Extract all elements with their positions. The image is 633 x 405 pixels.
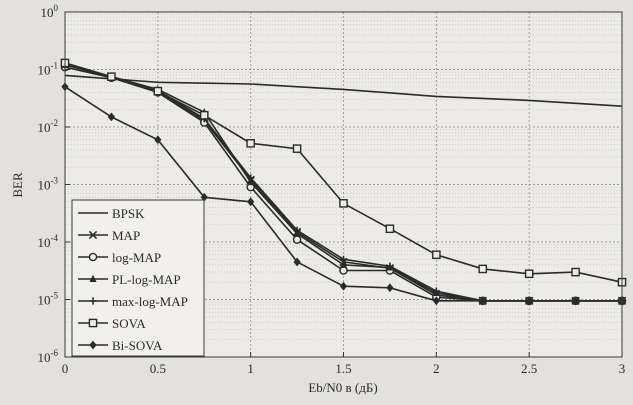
- data-point: [339, 266, 348, 275]
- data-point: [339, 281, 348, 291]
- legend-entry: max-log-MAP: [78, 294, 188, 309]
- legend-entry: log-MAP: [78, 250, 161, 265]
- data-point: [386, 262, 394, 270]
- data-point: [200, 192, 208, 202]
- data-point: [386, 283, 394, 293]
- data-point: [292, 144, 302, 153]
- legend-swatch-marker: [88, 318, 98, 328]
- data-point: [571, 296, 580, 306]
- data-point: [292, 235, 302, 244]
- x-tick-label: 0.5: [150, 361, 166, 376]
- series-bi-sova: [61, 82, 626, 306]
- legend-label: PL-log-MAP: [112, 272, 181, 287]
- data-point: [293, 257, 301, 267]
- data-point: [247, 197, 255, 207]
- data-point: [571, 267, 580, 277]
- data-point: [432, 250, 441, 260]
- data-point: [293, 226, 301, 234]
- y-tick-label: 100: [41, 3, 59, 20]
- legend-entry: SOVA: [78, 316, 146, 331]
- y-tick-label: 10-5: [38, 291, 59, 308]
- legend-entry: MAP: [78, 228, 140, 243]
- data-point: [107, 112, 116, 122]
- series-line: [64, 74, 623, 107]
- legend-entry: BPSK: [78, 206, 145, 221]
- legend-swatch-marker: [89, 274, 97, 282]
- x-tick-label: 2.5: [521, 361, 537, 376]
- legend-swatch-marker: [88, 230, 98, 240]
- y-tick-label: 10-2: [38, 118, 59, 135]
- y-tick-label: 10-1: [38, 61, 59, 78]
- y-tick-label: 10-4: [38, 233, 59, 250]
- series-bpsk: [64, 74, 623, 107]
- data-point: [246, 139, 255, 148]
- legend-swatch-marker: [88, 252, 98, 262]
- data-point: [339, 199, 348, 208]
- data-point: [432, 296, 440, 306]
- legend-label: BPSK: [112, 206, 145, 221]
- data-point: [478, 264, 488, 274]
- data-point: [385, 224, 395, 234]
- data-point: [107, 72, 116, 81]
- data-point: [199, 110, 209, 120]
- data-point: [524, 269, 534, 279]
- data-point: [432, 287, 440, 295]
- x-tick-label: 1.5: [335, 361, 351, 376]
- legend-swatch-marker: [89, 297, 97, 305]
- x-axis-ticks: 0 0.5 1 1.5 2 2.5 3: [62, 352, 626, 376]
- data-point: [339, 260, 348, 268]
- legend-entry: Bi-SOVA: [78, 338, 163, 353]
- legend-entry: PL-log-MAP: [78, 272, 181, 287]
- x-tick-label: 3: [619, 361, 626, 376]
- x-tick-label: 2: [433, 361, 440, 376]
- legend-label: max-log-MAP: [112, 294, 188, 309]
- data-point: [479, 296, 487, 306]
- data-point: [525, 296, 533, 306]
- legend-label: Bi-SOVA: [112, 338, 163, 353]
- legend-swatch-marker: [89, 340, 97, 350]
- y-tick-label: 10-3: [38, 176, 59, 193]
- data-point: [153, 86, 163, 96]
- data-point: [154, 135, 162, 145]
- x-tick-label: 0: [62, 361, 69, 376]
- y-axis-label: BER: [10, 172, 25, 198]
- data-point: [247, 174, 255, 182]
- x-axis-label: Eb/N0 в (дБ): [308, 380, 377, 395]
- legend-label: SOVA: [112, 316, 146, 331]
- legend-label: MAP: [112, 228, 140, 243]
- legend-label: log-MAP: [112, 250, 161, 265]
- data-point: [339, 255, 348, 263]
- legend: BPSK MAP log-MAP PL-log-MAP max-log-MAP SOVA B…: [71, 199, 205, 357]
- x-tick-label: 1: [247, 361, 254, 376]
- y-tick-label: 10-6: [38, 348, 59, 365]
